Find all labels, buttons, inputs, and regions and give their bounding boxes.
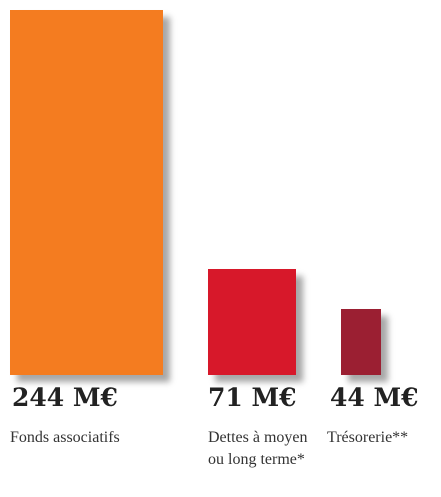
category-label: Trésorerie** (327, 429, 409, 446)
bar (341, 309, 381, 375)
value-label: 44 M€ (330, 383, 419, 412)
category-label: Dettes à moyen ou long terme* (208, 429, 308, 468)
bar (208, 268, 296, 375)
category-label: Fonds associatifs (10, 429, 120, 446)
value-label: 71 M€ (208, 383, 297, 412)
bar (10, 10, 163, 375)
value-label: 244 M€ (12, 383, 118, 412)
